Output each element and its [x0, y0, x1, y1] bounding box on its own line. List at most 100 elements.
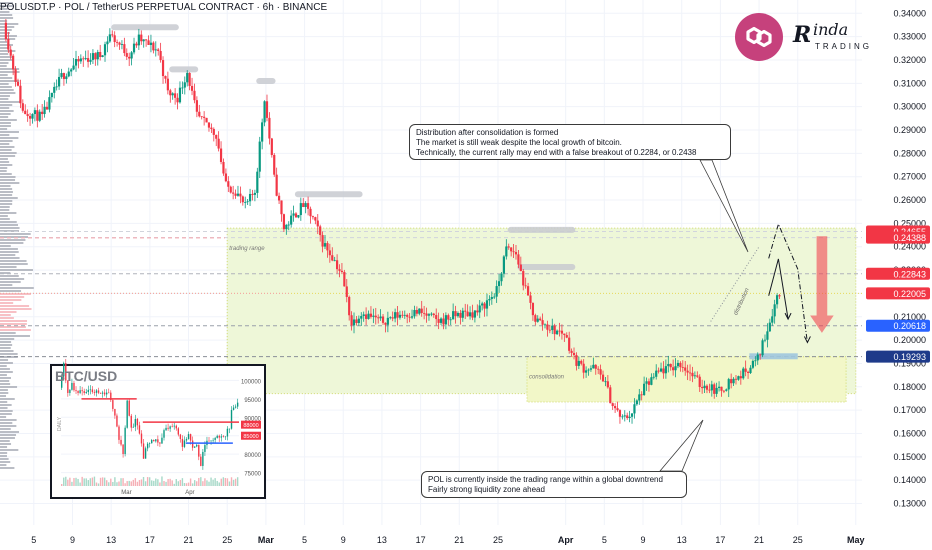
- candle-body: [727, 379, 730, 390]
- inset-volume-bar: [153, 480, 155, 486]
- inset-volume-bar: [226, 478, 229, 486]
- volume-profile-bar: [0, 158, 8, 160]
- candle-body: [41, 111, 44, 115]
- candle-body: [321, 235, 324, 247]
- candle-body: [616, 408, 619, 411]
- candle-body: [659, 368, 663, 372]
- volume-profile-bar: [0, 233, 31, 235]
- candle-body: [565, 335, 568, 338]
- time-tick-label: 5: [31, 535, 36, 545]
- zone-label: consolidation: [529, 375, 565, 381]
- inset-volume-bar: [185, 483, 188, 486]
- candle-body: [198, 111, 201, 117]
- candle-body: [171, 93, 174, 96]
- price-tag: [866, 287, 930, 300]
- volume-profile-bar: [0, 98, 9, 100]
- volume-profile-bar: [0, 305, 30, 307]
- volume-profile-bar: [0, 362, 13, 364]
- candle-body: [514, 252, 518, 255]
- time-tick-label: 25: [222, 535, 232, 545]
- volume-profile-bar: [0, 344, 13, 346]
- candle-body: [493, 296, 496, 298]
- inset-candle-body: [136, 418, 139, 426]
- candle-body: [749, 367, 752, 373]
- candle-body: [546, 324, 549, 330]
- volume-profile-bar: [0, 428, 11, 430]
- candle-body: [241, 196, 244, 203]
- inset-candle-body: [73, 382, 75, 391]
- inset-volume-bar: [142, 476, 145, 486]
- time-tick-label: 17: [145, 535, 155, 545]
- candle-body: [82, 58, 85, 60]
- inset-volume-bar: [232, 479, 235, 486]
- inset-volume-bar: [85, 478, 87, 486]
- inset-candle-body: [183, 440, 186, 447]
- inset-price-tag-label: 85000: [243, 434, 258, 440]
- candle-body: [186, 72, 189, 83]
- candle-body: [21, 103, 24, 111]
- candle-body: [207, 122, 211, 128]
- inset-volume-bar: [177, 481, 180, 486]
- inset-volume-bar: [234, 478, 237, 486]
- inset-price-tick: 75000: [244, 472, 261, 478]
- volume-profile-bar: [0, 53, 9, 55]
- volume-profile-bar: [0, 323, 27, 325]
- liquidity-marker: [749, 353, 798, 360]
- inset-candle-body: [175, 425, 177, 429]
- volume-profile-bar: [0, 215, 8, 217]
- candle-body: [101, 55, 104, 58]
- candle-body: [705, 385, 709, 390]
- volume-profile-bar: [0, 56, 14, 58]
- candle-body: [684, 367, 687, 371]
- inset-candle-body: [167, 427, 169, 429]
- inset-candle-body: [171, 426, 173, 427]
- volume-profile-bar: [0, 227, 20, 229]
- candle-body: [703, 385, 706, 389]
- inset-volume-bar: [220, 478, 222, 486]
- volume-profile-bar: [0, 287, 34, 289]
- callout-line: Technically, the current rally may end w…: [416, 148, 697, 157]
- volume-profile-bar: [0, 338, 15, 340]
- volume-profile-bar: [0, 437, 15, 439]
- volume-profile-bar: [0, 116, 9, 118]
- volume-profile-bar: [0, 95, 10, 97]
- candle-body: [33, 110, 37, 115]
- price-tick-label: 0.16000: [893, 428, 926, 438]
- candle-body: [125, 53, 128, 57]
- inset-volume-bar: [75, 477, 77, 486]
- candle-body: [326, 243, 329, 251]
- volume-profile-bar: [0, 272, 11, 274]
- candle-body: [36, 110, 39, 121]
- candle-body: [26, 114, 29, 117]
- candle-body: [195, 100, 198, 112]
- candle-body: [96, 51, 99, 60]
- volume-profile-bar: [0, 200, 13, 202]
- candle-body: [555, 330, 559, 335]
- inset-candle-body: [130, 415, 132, 428]
- volume-profile-bar: [0, 68, 20, 70]
- candle-body: [722, 390, 725, 392]
- price-tick-label: 0.32000: [893, 55, 926, 65]
- inset-volume-bar: [230, 477, 233, 486]
- candle-body: [766, 331, 769, 340]
- brand-name: inda: [813, 20, 849, 39]
- candle-body: [609, 387, 612, 404]
- candle-body: [432, 313, 435, 316]
- volume-profile-bar: [0, 83, 9, 85]
- candle-body: [345, 286, 348, 297]
- volume-profile-bar: [0, 74, 8, 76]
- volume-profile-bar: [0, 209, 10, 211]
- candle-body: [84, 58, 87, 60]
- candle-body: [517, 254, 520, 265]
- volume-profile-bar: [0, 365, 7, 367]
- candle-body: [669, 363, 672, 368]
- volume-profile-bar: [0, 371, 13, 373]
- time-tick-label: Mar: [258, 535, 275, 545]
- inset-candle-body: [198, 444, 200, 457]
- candle-body: [524, 285, 527, 287]
- volume-profile-bar: [0, 131, 19, 133]
- candle-body: [708, 389, 711, 391]
- inset-volume-bar: [181, 478, 184, 486]
- candle-body: [280, 200, 283, 215]
